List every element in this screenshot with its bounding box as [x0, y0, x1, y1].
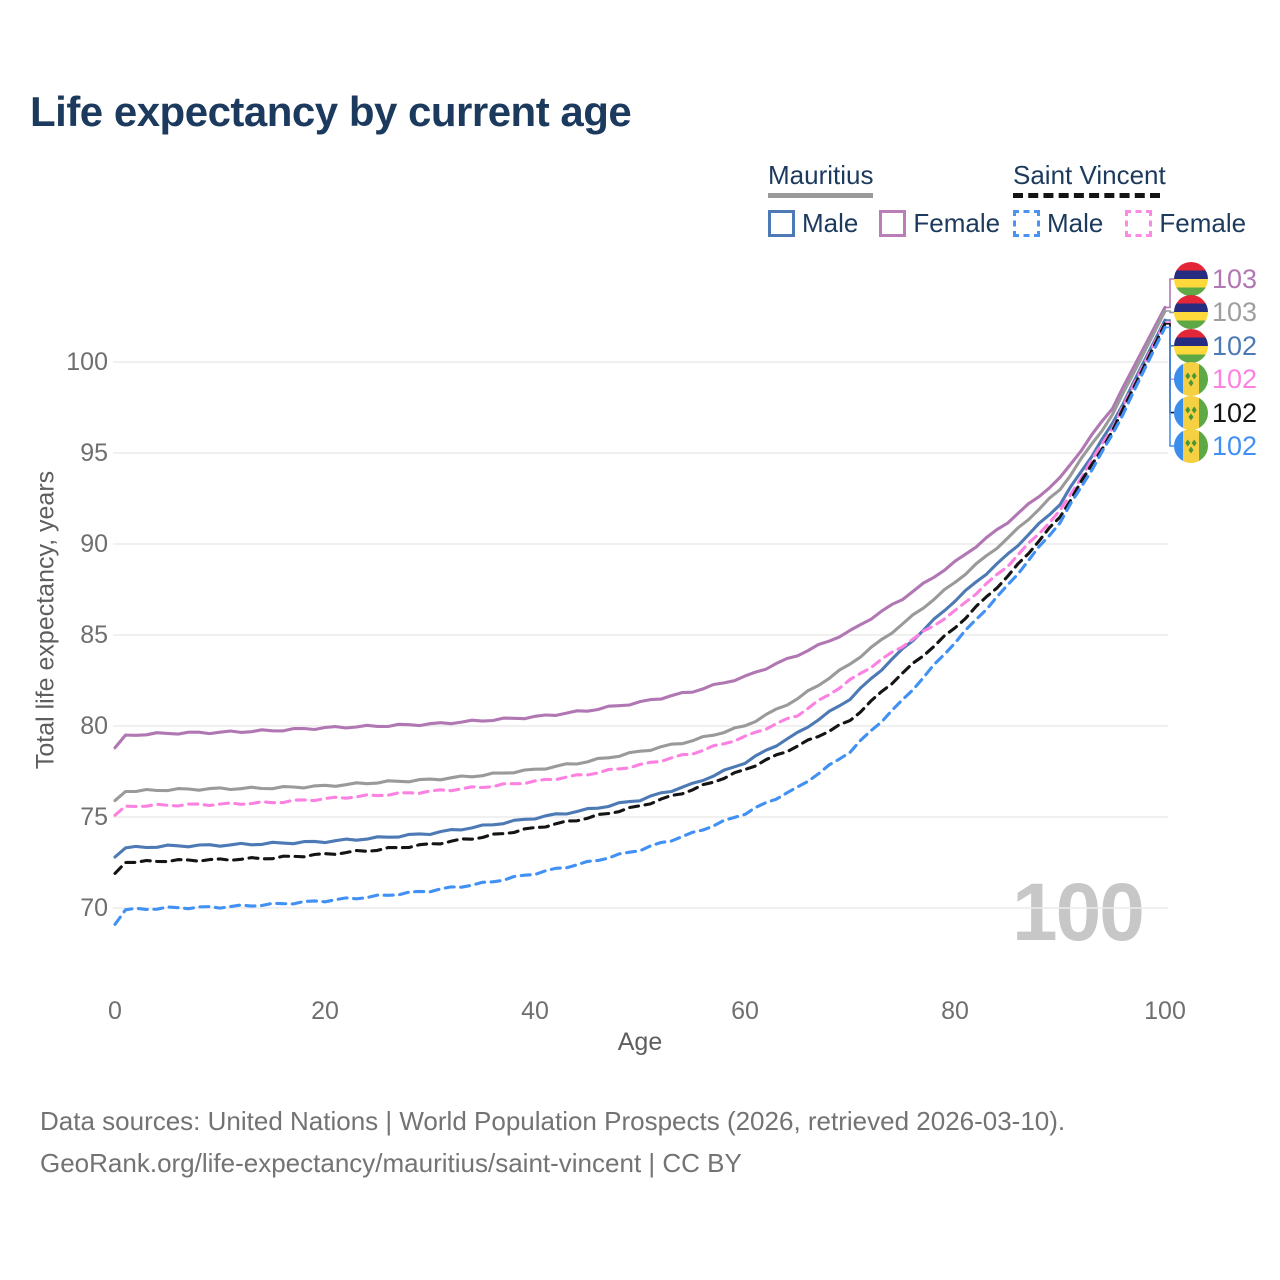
watermark-100: 100	[1012, 867, 1145, 958]
legend-item-mauritius-female[interactable]: Female	[879, 208, 1000, 239]
y-tick-label: 70	[80, 894, 108, 922]
series-line-mauritius-both-sexes	[113, 309, 1167, 803]
x-tick-label: 100	[1144, 997, 1186, 1025]
end-label-connector	[1165, 278, 1174, 309]
series-line-saint-vincent-male	[113, 325, 1167, 926]
x-tick-label: 40	[521, 997, 549, 1025]
legend-group-mauritius: Mauritius Male Female	[768, 160, 1000, 239]
page-title: Life expectancy by current age	[30, 88, 632, 135]
x-axis-title: Age	[617, 1028, 663, 1056]
footer-data-sources: Data sources: United Nations | World Pop…	[40, 1106, 1066, 1136]
y-tick-label: 75	[80, 803, 108, 831]
legend-swatch-saint-vincent-female	[1125, 210, 1153, 237]
series-line-mauritius-male	[113, 318, 1167, 859]
x-tick-label: 80	[941, 997, 969, 1025]
y-tick-label: 90	[80, 530, 108, 558]
legend-item-saint-vincent-male[interactable]: Male	[1013, 208, 1103, 239]
series-line-saint-vincent-female	[113, 320, 1167, 817]
x-tick-label: 60	[731, 997, 759, 1025]
legend-item-saint-vincent-female[interactable]: Female	[1125, 208, 1246, 239]
legend-group-title: Saint Vincent	[1013, 160, 1166, 190]
legend-item-label: Male	[1047, 208, 1104, 238]
legend-item-label: Male	[802, 208, 859, 238]
legend-group-title: Mauritius	[768, 160, 874, 190]
legend-swatch-mauritius-female	[879, 210, 907, 237]
x-tick-label: 0	[108, 997, 122, 1025]
series-line-saint-vincent-both-sexes	[113, 322, 1167, 875]
legend-item-label: Female	[913, 208, 1001, 238]
series-line-mauritius-female	[113, 305, 1167, 750]
footer-attribution: GeoRank.org/life-expectancy/mauritius/sa…	[40, 1148, 742, 1178]
x-tick-label: 20	[311, 997, 339, 1025]
y-tick-label: 85	[80, 621, 108, 649]
legend-item-label: Female	[1159, 208, 1247, 238]
legend-item-mauritius-male[interactable]: Male	[768, 208, 858, 239]
legend-swatch-saint-vincent-male	[1013, 210, 1040, 237]
legend-underline-saint-vincent	[1013, 193, 1160, 198]
y-tick-label: 95	[80, 439, 108, 467]
y-tick-label: 80	[80, 712, 108, 740]
legend-underline-mauritius	[768, 193, 873, 198]
end-label-connector	[1165, 326, 1174, 447]
end-label-connector	[1165, 310, 1174, 314]
legend-group-saint-vincent: Saint Vincent Male Female	[1013, 160, 1246, 239]
legend-swatch-mauritius-male	[768, 210, 795, 237]
y-tick-label: 100	[66, 348, 108, 376]
